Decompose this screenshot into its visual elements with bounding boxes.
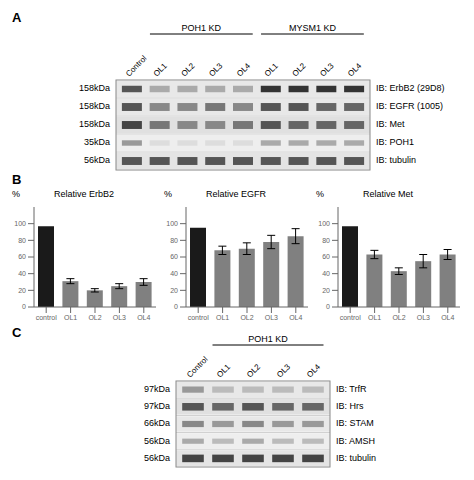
svg-text:OL2: OL2 xyxy=(179,61,196,78)
svg-text:MYSM1 KD: MYSM1 KD xyxy=(289,23,337,33)
svg-text:IB: STAM: IB: STAM xyxy=(336,418,374,428)
svg-text:158kDa: 158kDa xyxy=(79,101,110,111)
svg-text:IB: AMSH: IB: AMSH xyxy=(336,436,375,446)
svg-text:0: 0 xyxy=(326,303,330,310)
svg-text:OL4: OL4 xyxy=(305,362,322,379)
svg-text:OL1: OL1 xyxy=(368,314,381,321)
svg-text:IB: tubulin: IB: tubulin xyxy=(336,453,376,463)
svg-text:IB: tubulin: IB: tubulin xyxy=(376,155,416,165)
svg-text:OL4: OL4 xyxy=(441,314,454,321)
svg-text:IB: ErbB2 (29D8): IB: ErbB2 (29D8) xyxy=(376,83,445,93)
html-text:Relative ErbB2: Relative ErbB2 xyxy=(54,189,114,199)
svg-text:OL3: OL3 xyxy=(318,61,335,78)
svg-text:IB: TrfR: IB: TrfR xyxy=(336,384,367,394)
svg-text:Control: Control xyxy=(185,355,210,380)
svg-text:IB: POH1: IB: POH1 xyxy=(376,137,414,147)
svg-text:20: 20 xyxy=(322,287,330,294)
svg-text:40: 40 xyxy=(322,270,330,277)
svg-text:20: 20 xyxy=(170,287,178,294)
svg-text:60: 60 xyxy=(322,253,330,260)
svg-text:control: control xyxy=(340,314,361,321)
svg-text:97kDa: 97kDa xyxy=(144,401,170,411)
svg-text:66kDa: 66kDa xyxy=(144,418,170,428)
svg-text:OL2: OL2 xyxy=(392,314,405,321)
svg-text:35kDa: 35kDa xyxy=(84,137,110,147)
svg-text:100: 100 xyxy=(318,220,330,227)
svg-text:IB: EGFR (1005): IB: EGFR (1005) xyxy=(376,101,443,111)
svg-text:OL4: OL4 xyxy=(346,61,363,78)
svg-text:60: 60 xyxy=(18,253,26,260)
svg-text:56kDa: 56kDa xyxy=(144,436,170,446)
svg-text:POH1 KD: POH1 KD xyxy=(182,23,222,33)
svg-text:OL4: OL4 xyxy=(137,314,150,321)
html-text:Relative Met: Relative Met xyxy=(363,189,413,199)
svg-text:158kDa: 158kDa xyxy=(79,83,110,93)
svg-text:OL3: OL3 xyxy=(417,314,430,321)
svg-text:OL1: OL1 xyxy=(152,61,169,78)
svg-text:OL3: OL3 xyxy=(113,314,126,321)
svg-text:IB: Met: IB: Met xyxy=(376,119,405,129)
svg-text:OL1: OL1 xyxy=(215,362,232,379)
svg-text:control: control xyxy=(188,314,209,321)
svg-text:OL3: OL3 xyxy=(207,61,224,78)
svg-text:C: C xyxy=(12,325,22,340)
html-text:Relative EGFR: Relative EGFR xyxy=(206,189,266,199)
svg-text:80: 80 xyxy=(170,237,178,244)
svg-text:40: 40 xyxy=(18,270,26,277)
svg-text:56kDa: 56kDa xyxy=(84,155,110,165)
svg-text:80: 80 xyxy=(18,237,26,244)
svg-text:OL2: OL2 xyxy=(240,314,253,321)
svg-text:OL3: OL3 xyxy=(275,362,292,379)
svg-text:A: A xyxy=(12,10,22,25)
svg-text:OL2: OL2 xyxy=(88,314,101,321)
svg-text:OL4: OL4 xyxy=(289,314,302,321)
svg-text:60: 60 xyxy=(170,253,178,260)
html-text:B: B xyxy=(12,172,22,187)
svg-text:POH1 KD: POH1 KD xyxy=(248,334,288,344)
svg-text:100: 100 xyxy=(166,220,178,227)
svg-text:OL2: OL2 xyxy=(291,61,308,78)
svg-text:158kDa: 158kDa xyxy=(79,119,110,129)
svg-text:0: 0 xyxy=(22,303,26,310)
svg-text:40: 40 xyxy=(170,270,178,277)
svg-text:56kDa: 56kDa xyxy=(144,453,170,463)
svg-text:0: 0 xyxy=(174,303,178,310)
svg-text:OL1: OL1 xyxy=(216,314,229,321)
svg-text:97kDa: 97kDa xyxy=(144,384,170,394)
svg-text:20: 20 xyxy=(18,287,26,294)
svg-text:OL1: OL1 xyxy=(64,314,77,321)
svg-text:IB: Hrs: IB: Hrs xyxy=(336,401,364,411)
svg-text:control: control xyxy=(36,314,57,321)
svg-text:80: 80 xyxy=(322,237,330,244)
svg-text:OL1: OL1 xyxy=(263,61,280,78)
svg-text:Control: Control xyxy=(124,54,149,79)
svg-text:OL4: OL4 xyxy=(235,61,252,78)
svg-text:100: 100 xyxy=(14,220,26,227)
svg-text:OL3: OL3 xyxy=(265,314,278,321)
svg-text:OL2: OL2 xyxy=(245,362,262,379)
